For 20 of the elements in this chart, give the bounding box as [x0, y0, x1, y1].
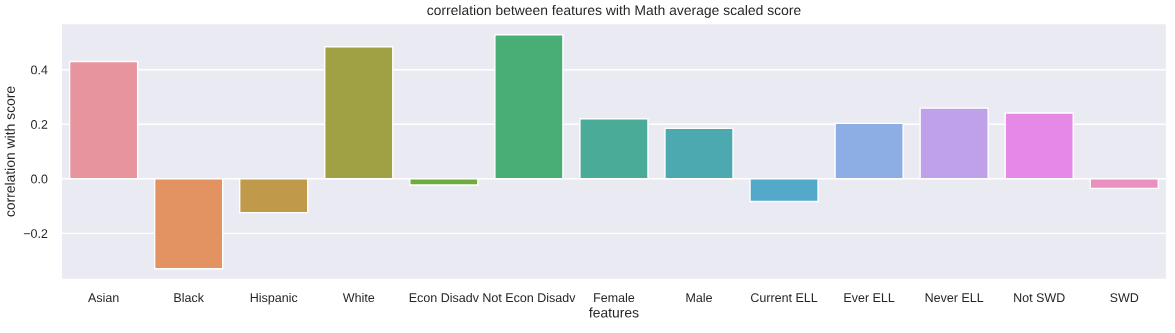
- x-tick-label: Female: [594, 292, 635, 303]
- y-tick-label: 0.0: [31, 174, 48, 184]
- y-tick-label: 0.4: [31, 65, 48, 75]
- x-tick-label: Current ELL: [750, 293, 818, 303]
- x-tick-label: Hispanic: [250, 292, 298, 305]
- x-axis-title: features: [589, 307, 639, 318]
- x-tick-label: Asian: [88, 292, 119, 303]
- x-tick-label: Not Econ Disadv: [483, 292, 576, 303]
- x-tick-label: Never ELL: [925, 293, 984, 303]
- x-tick-label: Black: [174, 292, 204, 303]
- x-tick-label: Male: [686, 292, 712, 303]
- x-tick-label: SWD: [1110, 293, 1139, 303]
- y-tick-label: 0.2: [31, 120, 48, 129]
- y-tick-label: −0.2: [23, 229, 48, 238]
- x-tick-label: Econ Disadv: [409, 292, 479, 303]
- y-axis-title: correlation with score: [4, 86, 15, 217]
- chart-title: correlation between features with Math average scaled score: [427, 4, 801, 18]
- x-tick-label: Ever ELL: [844, 293, 895, 303]
- x-tick-label: Not SWD: [1014, 293, 1065, 303]
- x-tick-label: White: [342, 292, 375, 303]
